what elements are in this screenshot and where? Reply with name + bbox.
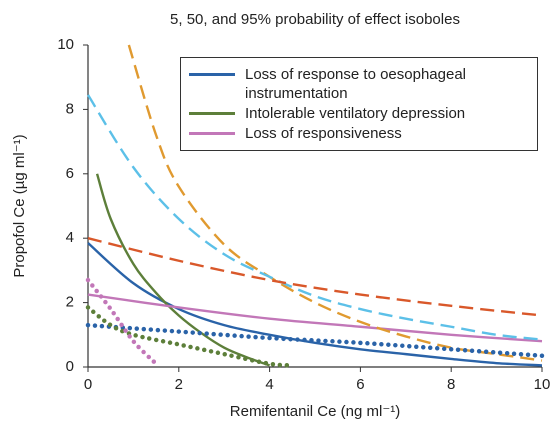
y-tick-label: 6 xyxy=(66,165,74,182)
chart-title: 5, 50, and 95% probability of effect iso… xyxy=(170,11,460,28)
legend-entry: Intolerable ventilatory depression xyxy=(181,104,531,123)
series-line xyxy=(127,44,543,362)
y-tick-label: 10 xyxy=(57,36,74,53)
series-line xyxy=(87,237,543,317)
x-tick-label: 0 xyxy=(84,376,92,393)
series-line xyxy=(85,277,159,367)
legend-entry: Loss of responsiveness xyxy=(181,124,531,143)
series-line xyxy=(95,173,271,367)
y-tick-label: 4 xyxy=(66,229,74,246)
legend-entry: Loss of response to oesophageal instrume… xyxy=(181,65,531,103)
x-tick-label: 6 xyxy=(356,376,364,393)
y-tick-label: 0 xyxy=(66,358,74,375)
legend-label: Loss of responsiveness xyxy=(245,125,402,142)
x-tick-label: 8 xyxy=(447,376,455,393)
legend-swatch xyxy=(189,132,235,135)
legend-swatch xyxy=(189,112,235,115)
y-tick-label: 8 xyxy=(66,100,74,117)
legend: Loss of response to oesophageal instrume… xyxy=(180,57,538,151)
x-axis-label: Remifentanil Ce (ng ml⁻¹) xyxy=(230,403,400,420)
legend-label: Intolerable ventilatory depression xyxy=(245,105,466,122)
series-line xyxy=(86,94,543,341)
series-line xyxy=(87,293,543,343)
y-tick-label: 2 xyxy=(66,294,74,311)
legend-swatch xyxy=(189,73,235,76)
x-tick-label: 10 xyxy=(534,376,551,393)
x-tick-label: 2 xyxy=(175,376,183,393)
y-axis-label: Propofol Ce (µg ml⁻¹) xyxy=(11,134,28,277)
series-line xyxy=(85,305,295,368)
legend-label: Loss of response to oesophageal instrume… xyxy=(245,66,466,102)
x-tick-label: 4 xyxy=(265,376,273,393)
